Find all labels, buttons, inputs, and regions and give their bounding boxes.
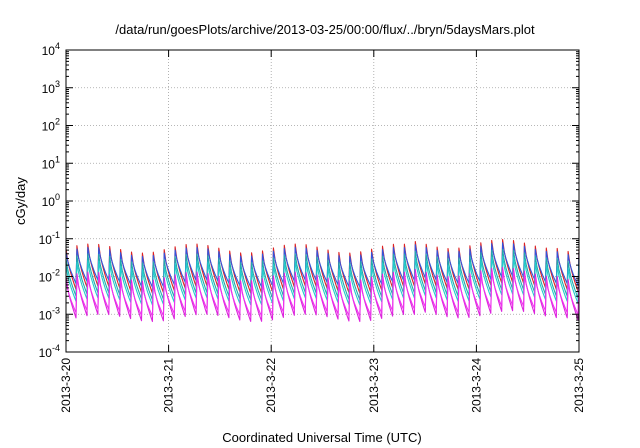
y-tick-label: 10-4 [39, 343, 60, 360]
y-tick-label: 101 [42, 154, 60, 171]
x-tick-label: 2013-3-22 [264, 358, 278, 413]
y-tick-label: 10-1 [39, 230, 60, 247]
y-tick-label: 104 [42, 41, 60, 58]
chart-title: /data/run/goesPlots/archive/2013-03-25/0… [115, 22, 535, 37]
y-axis-label: cGy/day [13, 177, 28, 225]
y-tick-label: 100 [42, 192, 60, 209]
y-tick-label: 10-2 [39, 268, 60, 285]
x-tick-label: 2013-3-21 [162, 358, 176, 413]
axis-ticks: 10-4 10-3 10-2 10-1 100 101 102 103 104 2013-3-20… [39, 41, 586, 413]
series-line-4 [65, 255, 580, 306]
x-tick-label: 2013-3-20 [59, 358, 73, 413]
series-line-2 [65, 242, 580, 288]
x-tick-label: 2013-3-25 [572, 358, 586, 413]
y-tick-label: 103 [42, 79, 60, 96]
grid-lines [66, 50, 579, 352]
x-axis-label: Coordinated Universal Time (UTC) [222, 430, 421, 445]
y-tick-label: 10-3 [39, 305, 60, 322]
x-tick-label: 2013-3-24 [469, 358, 483, 413]
series-line-6 [65, 270, 580, 317]
series-lines [65, 238, 580, 323]
y-tick-label: 102 [42, 117, 60, 134]
x-tick-label: 2013-3-23 [367, 358, 381, 413]
